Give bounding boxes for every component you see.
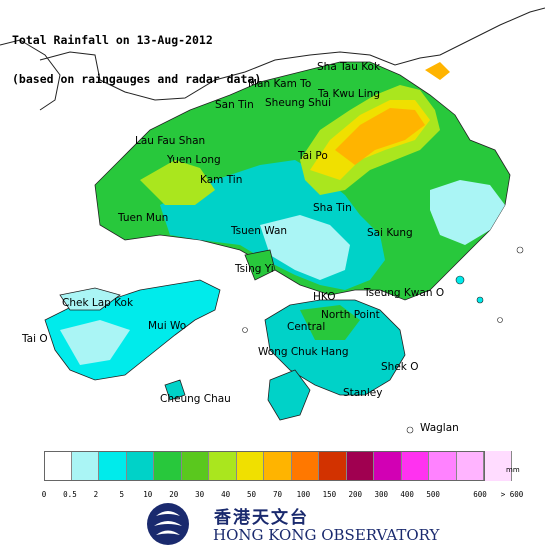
title-line-2: (based on raingauges and radar data): [12, 72, 262, 86]
region-yuen-long-light: [140, 160, 215, 205]
region-hk-island-green: [300, 305, 360, 340]
legend-tick-label: 30: [195, 490, 205, 499]
label-north-point: North Point: [321, 309, 380, 321]
label-central: Central: [287, 321, 326, 333]
label-tsing-yi: Tsing Yi: [235, 263, 274, 275]
legend-swatch: [154, 451, 182, 481]
region-cheung-chau: [164, 379, 186, 401]
island: [455, 275, 465, 285]
label-shek-o: Shek O: [381, 361, 419, 373]
label-lau-fau-shan: Lau Fau Shan: [135, 135, 206, 147]
legend-swatch: [291, 451, 319, 481]
map-title: Total Rainfall on 13-Aug-2012 (based on …: [12, 8, 261, 99]
label-tuen-mun: Tuen Mun: [118, 212, 169, 224]
label-waglan: Waglan: [420, 422, 459, 434]
coast-outline: [0, 39, 61, 111]
legend-swatch: [99, 451, 127, 481]
organization-name-cn: 香港天文台: [214, 508, 309, 528]
label-tai-po: Tai Po: [298, 150, 328, 162]
legend-tick-label: 500: [426, 490, 440, 499]
region-light-cyan-core: [260, 215, 350, 280]
island: [406, 426, 414, 434]
legend-swatch: [374, 451, 402, 481]
label-sai-kung: Sai Kung: [367, 227, 413, 239]
legend-swatch: [264, 451, 292, 481]
island: [476, 296, 484, 304]
island: [242, 327, 248, 333]
legend-swatch: [429, 451, 457, 481]
label-kam-tin: Kam Tin: [200, 174, 243, 186]
legend-ticks: 0 0.5 2 5 10 20 30 40 50 70 100 150 200 300 400 500 600 >…: [0, 490, 545, 502]
hko-logo-icon: [147, 503, 189, 545]
legend-tick-label: 600: [473, 490, 487, 499]
legend-swatch: [401, 451, 429, 481]
legend-swatch: [319, 451, 347, 481]
legend-swatch: [484, 451, 512, 481]
legend-unit: mm: [506, 466, 520, 474]
region-chek-lap-kok: [59, 287, 121, 311]
label-yuen-long: Yuen Long: [167, 154, 221, 166]
region-tai-po-orange: [335, 108, 425, 165]
legend-tick-label: 10: [143, 490, 153, 499]
legend-tick-label: > 600: [500, 490, 524, 499]
rainfall-map: [0, 7, 545, 434]
legend-tick-label: 100: [296, 490, 311, 499]
label-san-tin: San Tin: [215, 99, 254, 111]
legend-tick-label: 70: [272, 490, 282, 499]
legend-tick-label: 5: [119, 490, 125, 499]
legend-tick-label: 40: [221, 490, 231, 499]
legend-tick-label: 400: [400, 490, 414, 499]
region-sha-tau-kok-orange: [425, 62, 450, 80]
label-sheung-shui: Sheung Shui: [265, 97, 331, 109]
label-chek-lap-kok: Chek Lap Kok: [62, 297, 134, 309]
label-tai-o: Tai O: [22, 333, 48, 345]
island: [516, 246, 524, 254]
legend-swatch: [236, 451, 264, 481]
legend-tick-label: 2: [93, 490, 99, 499]
label-sha-tin: Sha Tin: [313, 202, 352, 214]
legend-tick-label: 0.5: [63, 490, 77, 499]
legend-tick-label: 150: [322, 490, 337, 499]
label-wong-chuk-hang: Wong Chuk Hang: [258, 346, 349, 358]
border-outline: [39, 7, 545, 101]
legend-swatch: [44, 451, 72, 481]
legend-tick-label: 0: [41, 490, 47, 499]
legend-swatch: [126, 451, 154, 481]
legend-swatch: [71, 451, 99, 481]
legend-swatch: [209, 451, 237, 481]
title-line-1: Total Rainfall on 13-Aug-2012: [12, 33, 213, 47]
legend-tick-label: 50: [247, 490, 257, 499]
label-cheung-chau: Cheung Chau: [160, 393, 231, 405]
region-lamma: [267, 369, 311, 421]
legend-swatch: [346, 451, 374, 481]
label-hko: HKO: [313, 291, 336, 303]
label-mui-wo: Mui Wo: [148, 320, 187, 332]
label-sha-tau-kok: Sha Tau Kok: [317, 61, 381, 73]
region-east-light: [430, 180, 505, 245]
organization-name-en: HONG KONG OBSERVATORY: [213, 526, 440, 544]
legend-tick-label: 20: [169, 490, 179, 499]
region-lantau-light: [60, 320, 130, 365]
legend-swatch: [181, 451, 209, 481]
legend-swatch: [456, 451, 484, 481]
rainfall-legend: [44, 451, 512, 481]
legend-tick-label: 300: [374, 490, 389, 499]
label-stanley: Stanley: [343, 387, 383, 399]
label-man-kam-to: Man Kam To: [248, 78, 312, 90]
label-ta-kwu-ling: Ta Kwu Ling: [318, 88, 381, 100]
legend-tick-label: 200: [348, 490, 363, 499]
label-tsuen-wan: Tsuen Wan: [231, 225, 288, 237]
region-tsing-yi: [244, 249, 276, 281]
island: [497, 317, 503, 323]
label-tseung-kwan-o: Tseung Kwan O: [364, 287, 445, 299]
